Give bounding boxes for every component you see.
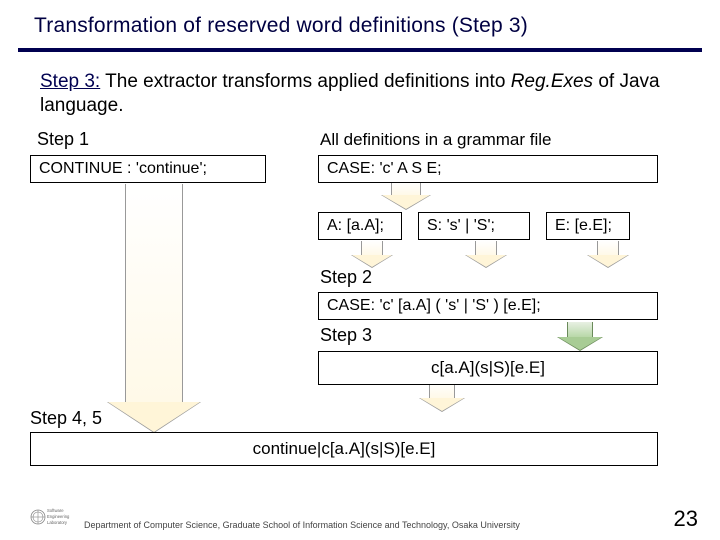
final-box: continue|c[a.A](s|S)[e.E]: [30, 432, 658, 466]
intro-before: The extractor transforms applied definit…: [100, 71, 510, 92]
step3-result-box: c[a.A](s|S)[e.E]: [318, 351, 658, 385]
intro-italic: Reg.Exes: [511, 71, 593, 92]
svg-text:Engineering: Engineering: [47, 514, 70, 519]
A-box: A: [a.A];: [318, 212, 402, 240]
step45-label: Step 4, 5: [30, 408, 102, 429]
page-number: 23: [674, 506, 698, 532]
E-box: E: [e.E];: [546, 212, 630, 240]
all-def-label: All definitions in a grammar file: [320, 130, 551, 150]
intro-step-label: Step 3:: [40, 71, 100, 92]
svg-text:Laboratory: Laboratory: [47, 520, 68, 525]
case-mid-box: CASE: 'c' [a.A] ( 's' | 'S' ) [e.E];: [318, 292, 658, 320]
lab-logo-icon: Software Engineering Laboratory: [30, 502, 76, 532]
svg-text:Software: Software: [47, 508, 64, 513]
slide-title: Transformation of reserved word definiti…: [0, 0, 720, 48]
S-box: S: 's' | 'S';: [418, 212, 530, 240]
diagram-area: Step 1 All definitions in a grammar file S…: [0, 122, 720, 462]
step2-label: Step 2: [320, 267, 372, 288]
intro-text: Step 3: The extractor transforms applied…: [0, 52, 720, 122]
case-top-box: CASE: 'c' A S E;: [318, 155, 658, 183]
step1-label: Step 1: [37, 129, 89, 150]
continue-box: CONTINUE : 'continue';: [30, 155, 266, 183]
footer-text: Department of Computer Science, Graduate…: [84, 520, 520, 530]
step3-label: Step 3: [320, 325, 372, 346]
